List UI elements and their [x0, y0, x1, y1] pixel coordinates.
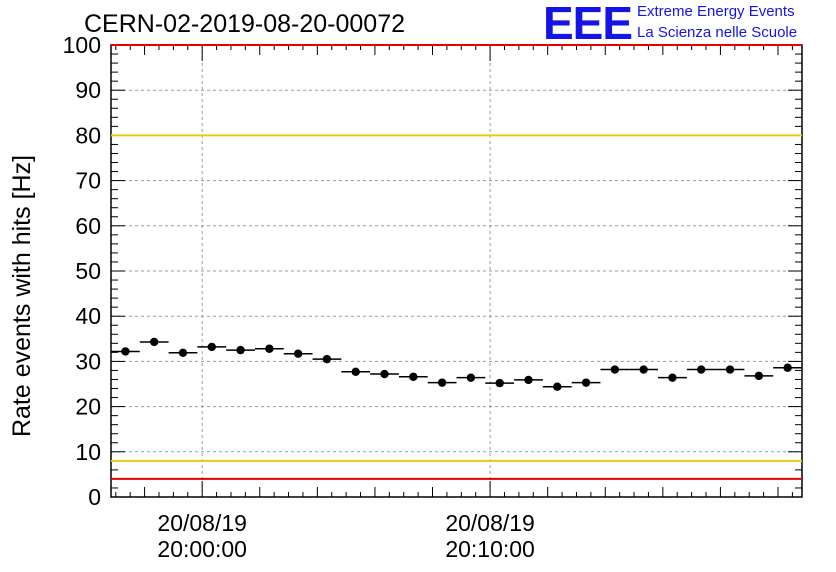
eee-logo-mark: EEE: [543, 0, 633, 49]
x-tick-time: 20:10:00: [445, 536, 535, 562]
x-tick-date: 20/08/19: [445, 510, 535, 536]
data-point: [524, 375, 533, 385]
data-point: [265, 344, 274, 353]
data-point: [149, 337, 159, 347]
y-tick-label: 40: [75, 303, 101, 329]
y-tick-label: 50: [75, 258, 101, 284]
y-tick-label: 100: [63, 32, 101, 58]
data-point: [380, 369, 389, 379]
y-tick-label: 30: [75, 348, 101, 374]
data-point: [178, 348, 188, 358]
data-point: [409, 372, 418, 381]
data-series: [111, 44, 802, 480]
data-point: [351, 367, 360, 376]
logo-tagline-2: La Scienza nelle Scuole: [637, 24, 798, 41]
data-point: [207, 342, 216, 352]
data-point: [495, 378, 504, 388]
eee-logo: EEE Extreme Energy Events La Scienza nel…: [543, 0, 835, 49]
y-tick-label: 90: [75, 77, 101, 103]
y-tick-label: 80: [75, 122, 101, 148]
data-point: [754, 371, 764, 381]
y-tick-label: 20: [75, 394, 101, 420]
run-title: CERN-02-2019-08-20-00072: [84, 10, 406, 38]
data-point: [437, 378, 447, 387]
grid-lines: [111, 45, 802, 497]
data-point: [322, 354, 332, 364]
data-point: [697, 365, 706, 374]
data-point: [121, 347, 130, 356]
y-axis-title: Rate events with hits [Hz]: [8, 155, 36, 437]
logo-tagline-1: Extreme Energy Events: [637, 3, 795, 20]
y-tick-label: 10: [75, 439, 101, 465]
y-tick-label: 0: [88, 484, 101, 510]
data-point: [725, 365, 735, 374]
data-point: [783, 363, 792, 372]
y-tick-label: 60: [75, 213, 101, 239]
data-point: [581, 378, 591, 387]
data-point: [553, 382, 562, 391]
y-tick-label: 70: [75, 168, 101, 194]
axes: 010203040506070809010020/08/1920:00:0020…: [8, 32, 803, 562]
data-point: [293, 349, 303, 358]
x-tick-date: 20/08/19: [157, 510, 247, 536]
data-point: [236, 345, 245, 355]
data-point: [466, 373, 476, 382]
x-tick-time: 20:00:00: [157, 536, 247, 562]
data-point: [639, 365, 648, 374]
data-point: [610, 365, 620, 374]
data-point: [668, 373, 677, 382]
